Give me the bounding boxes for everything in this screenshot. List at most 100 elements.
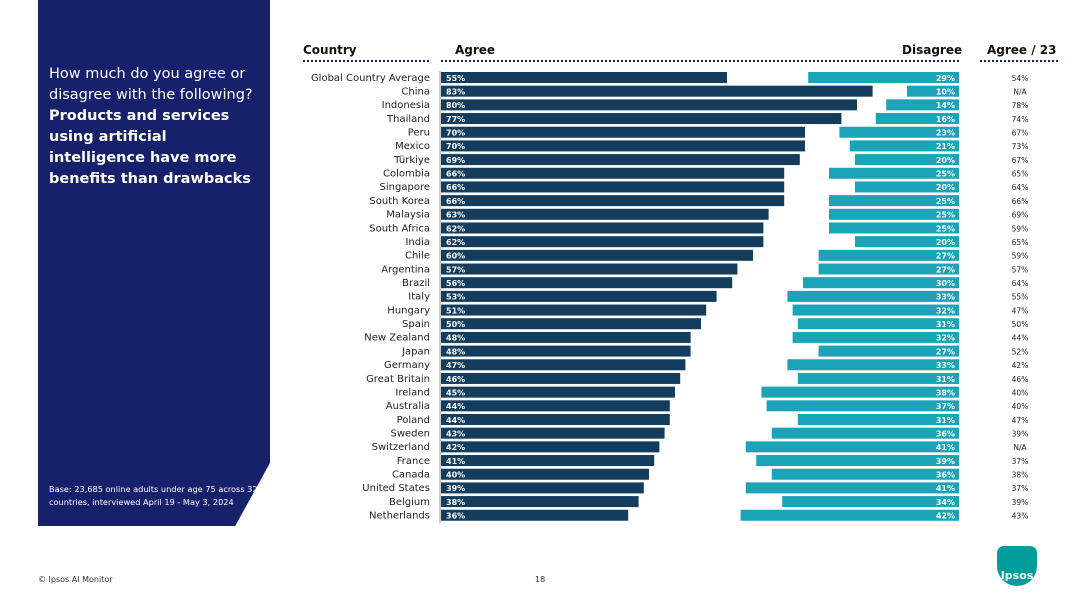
agree-2023-value: 39%	[1012, 429, 1029, 438]
agree-2023-value: 54%	[1012, 74, 1029, 83]
agree-2023-value: 78%	[1012, 101, 1029, 110]
country-label: Belgium	[389, 497, 430, 508]
agree-2023-value: 65%	[1012, 170, 1029, 179]
agree-value-label: 51%	[446, 306, 465, 315]
agree-bar	[441, 167, 785, 179]
agree-2023-value: 38%	[1012, 471, 1029, 480]
disagree-value-label: 33%	[936, 293, 955, 302]
country-label: France	[397, 456, 430, 467]
agree-value-label: 70%	[446, 142, 465, 151]
agree-bar	[441, 509, 629, 521]
disagree-bar	[782, 496, 959, 508]
agree-bar	[441, 359, 686, 371]
country-label: Netherlands	[369, 511, 430, 522]
country-label: Türkiye	[393, 155, 430, 166]
disagree-bar	[829, 195, 959, 207]
agree-value-label: 47%	[446, 361, 465, 370]
country-header: Country	[303, 43, 357, 57]
agree-value-label: 77%	[446, 115, 465, 124]
agree-2023-value: 64%	[1012, 183, 1029, 192]
country-label: Ireland	[395, 387, 430, 398]
country-header-divider	[303, 60, 429, 62]
agree-bar	[441, 400, 670, 412]
disagree-value-label: 41%	[936, 443, 955, 452]
agree-bar	[441, 85, 873, 97]
disagree-bar	[849, 140, 959, 152]
agree-2023-value: 40%	[1012, 388, 1029, 397]
agree-bar	[441, 427, 665, 439]
agree-2023-value: 67%	[1012, 156, 1029, 165]
disagree-value-label: 32%	[936, 306, 955, 315]
country-label: Japan	[401, 346, 430, 357]
agree-bar	[441, 154, 800, 166]
country-label: Mexico	[395, 141, 430, 152]
country-label: Peru	[408, 128, 430, 139]
agree-value-label: 41%	[446, 457, 465, 466]
agree-value-label: 83%	[446, 87, 465, 96]
agree-value-label: 45%	[446, 388, 465, 397]
country-label: Great Britain	[366, 374, 430, 385]
agree-value-label: 66%	[446, 197, 465, 206]
agree-value-label: 42%	[446, 443, 465, 452]
agree-bar	[441, 99, 857, 111]
agree-value-label: 50%	[446, 320, 465, 329]
disagree-bar	[766, 400, 959, 412]
agree-2023-value: 46%	[1012, 375, 1029, 384]
disagree-value-label: 36%	[936, 471, 955, 480]
disagree-bar	[829, 222, 959, 234]
agree-2023-value: 52%	[1012, 347, 1029, 356]
disagree-bar	[829, 167, 959, 179]
agree-value-label: 53%	[446, 293, 465, 302]
disagree-bar	[818, 249, 959, 261]
question-statement: Products and services using artificial i…	[49, 108, 251, 187]
disagree-bar	[855, 181, 959, 193]
agree-bar	[441, 72, 727, 83]
country-label: Italy	[408, 292, 430, 303]
country-label: Thailand	[386, 114, 430, 125]
agree-2023-value: 67%	[1012, 129, 1029, 138]
agree-bar	[441, 222, 764, 234]
page-number: 18	[535, 575, 546, 584]
disagree-bar	[771, 427, 959, 439]
country-label: China	[401, 86, 430, 97]
agree-value-label: 48%	[446, 334, 465, 343]
country-label: Hungary	[387, 305, 430, 316]
agree-2023-value: 37%	[1012, 484, 1029, 493]
side-panel: How much do you agree or disagree with t…	[38, 0, 270, 526]
agree-value-label: 48%	[446, 347, 465, 356]
agree-2023-value: 47%	[1012, 416, 1029, 425]
agree-header: Agree	[455, 43, 496, 57]
disagree-value-label: 27%	[936, 265, 955, 274]
country-label: Global Country Average	[311, 73, 430, 84]
agree-bar	[441, 249, 753, 261]
agree-bar	[441, 140, 805, 152]
disagree-value-label: 29%	[936, 74, 955, 83]
footer-source: © Ipsos AI Monitor	[38, 575, 113, 584]
country-label: United States	[362, 483, 430, 494]
agree-2023-value: 59%	[1012, 252, 1029, 261]
country-label: Germany	[384, 360, 430, 371]
disagree-value-label: 14%	[936, 101, 955, 110]
agree-bar	[441, 455, 655, 467]
agree-value-label: 80%	[446, 101, 465, 110]
agree-bar	[441, 318, 701, 330]
agree-value-label: 44%	[446, 416, 465, 425]
agree-value-label: 70%	[446, 129, 465, 138]
country-label: Argentina	[381, 264, 430, 275]
agree-bar	[441, 482, 644, 494]
disagree-bar	[797, 318, 959, 330]
bars-header-divider	[441, 60, 959, 62]
country-label: Malaysia	[386, 210, 430, 221]
country-label: South Africa	[369, 223, 430, 234]
agree-bar	[441, 386, 675, 398]
agree-2023-value: 40%	[1012, 402, 1029, 411]
agree-value-label: 38%	[446, 498, 465, 507]
country-label: New Zealand	[364, 333, 430, 344]
agree-bar	[441, 304, 707, 316]
disagree-bar	[855, 154, 959, 166]
disagree-bar	[792, 304, 959, 316]
disagree-bar	[875, 113, 959, 125]
disagree-bar	[855, 236, 959, 248]
base-note: Base: 23,685 online adults under age 75 …	[49, 484, 258, 507]
agree-2023-value: N/A	[1013, 87, 1027, 96]
